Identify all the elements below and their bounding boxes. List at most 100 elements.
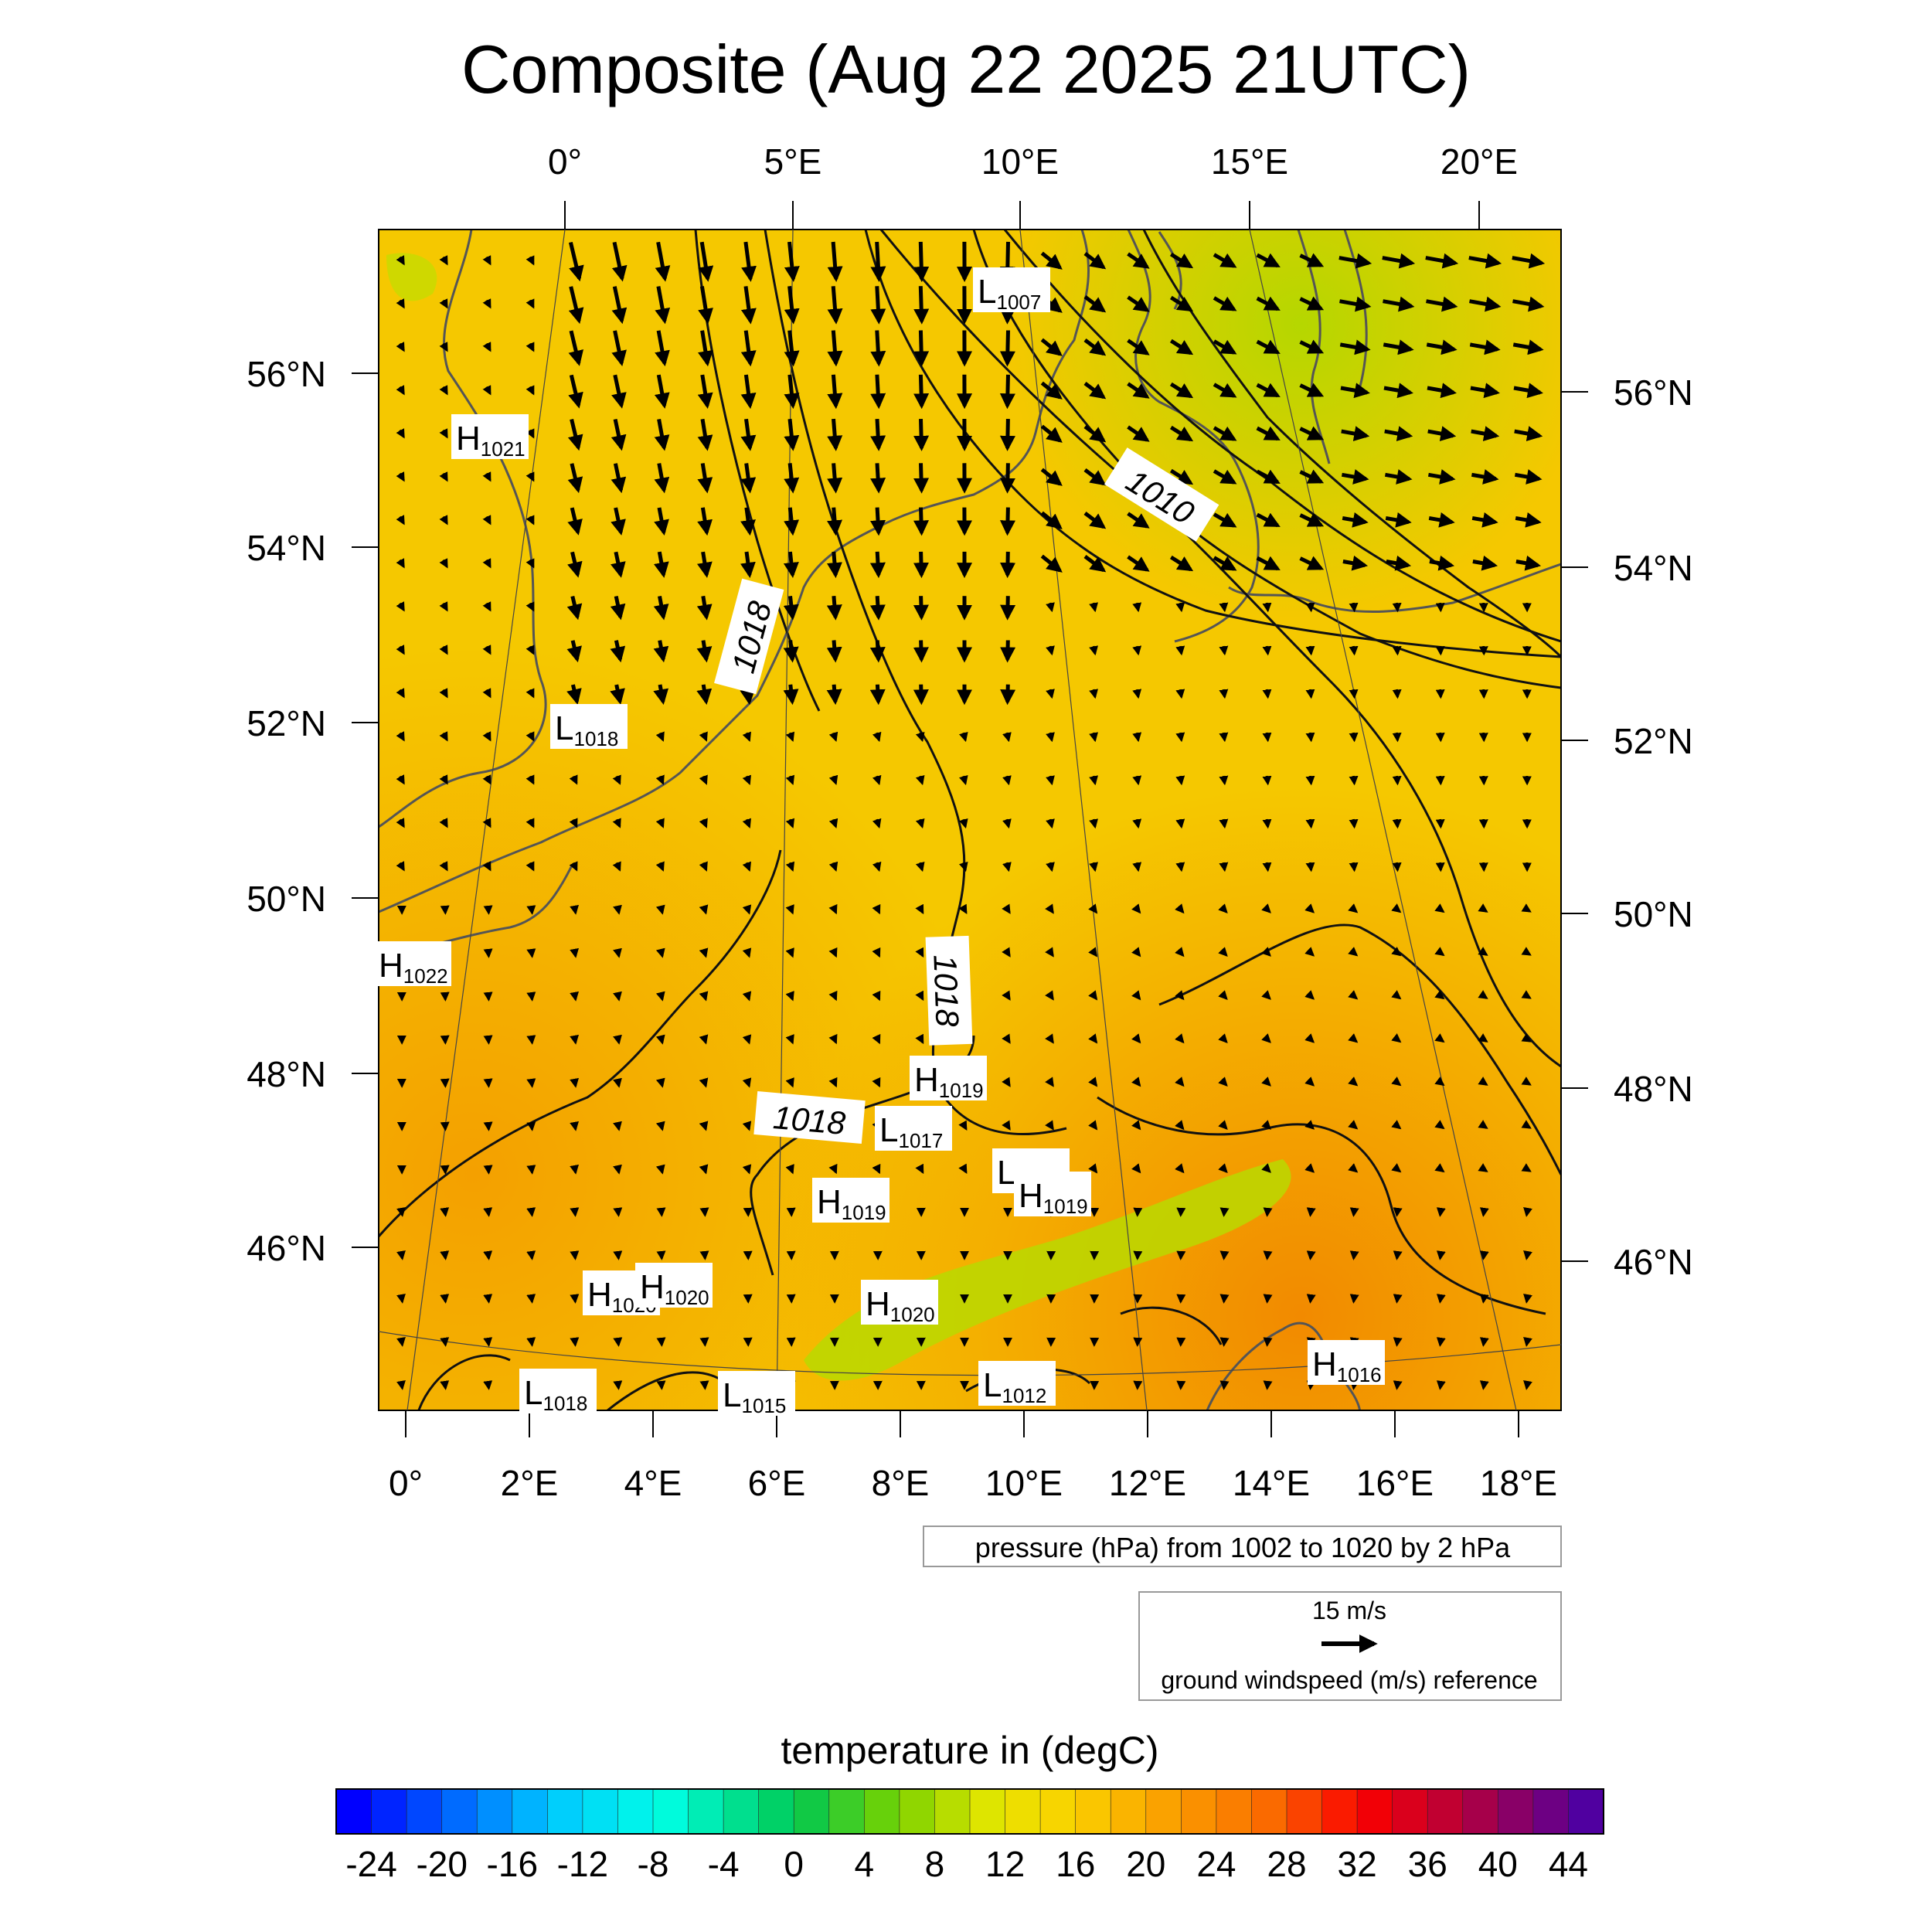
- wind-arrow: [1218, 1120, 1228, 1131]
- wind-arrow: [915, 990, 924, 1002]
- wind-arrow: [482, 645, 492, 655]
- wind-arrow: [699, 731, 708, 742]
- wind-arrow: [570, 1294, 580, 1304]
- wind-arrow: [696, 640, 713, 663]
- wind-arrow: [611, 241, 628, 282]
- wind-arrow: [913, 330, 930, 367]
- wind-arrow: [1349, 1250, 1359, 1260]
- wind-arrow: [568, 286, 584, 325]
- wind-arrow: [870, 330, 886, 367]
- wind-arrow: [613, 1207, 623, 1217]
- colorbar-swatch: [1427, 1788, 1464, 1835]
- wind-arrow: [958, 731, 968, 743]
- wind-arrow: [1512, 296, 1545, 312]
- wind-arrow: [655, 731, 665, 742]
- wind-arrow: [742, 1077, 752, 1088]
- wind-arrow: [699, 1164, 709, 1175]
- wind-arrow: [566, 640, 582, 663]
- colorbar-swatch: [1356, 1788, 1393, 1835]
- wind-arrow: [1046, 775, 1055, 786]
- wind-arrow: [1046, 732, 1055, 743]
- wind-arrow: [1169, 338, 1194, 355]
- wind-arrow: [655, 1077, 665, 1088]
- wind-arrow: [1083, 468, 1107, 486]
- wind-arrow: [827, 286, 843, 325]
- wind-arrow: [1521, 1120, 1532, 1129]
- wind-arrow: [655, 286, 671, 325]
- wind-arrow: [613, 1250, 623, 1260]
- wind-arrow: [1040, 251, 1063, 270]
- top-lon-label: 5°E: [764, 141, 822, 182]
- wind-arrow: [1219, 818, 1229, 829]
- wind-arrow: [1304, 903, 1315, 913]
- wind-arrow: [870, 241, 886, 282]
- pressure-center-label: L1015: [718, 1371, 795, 1417]
- wind-arrow: [655, 861, 665, 872]
- wind-arrow: [1127, 425, 1150, 442]
- wind-arrow: [526, 1121, 536, 1131]
- top-lon-labels: 0° 5°E 10°E 15°E 20°E: [548, 141, 1518, 182]
- colorbar-swatch: [1568, 1788, 1604, 1835]
- wind-arrow: [1213, 383, 1237, 398]
- wind-arrow: [1304, 990, 1315, 1000]
- wind-arrow: [1391, 903, 1402, 913]
- wind-arrow: [1083, 295, 1107, 313]
- colorbar-swatch: [723, 1788, 760, 1835]
- wind-arrow: [1521, 903, 1532, 913]
- wind-arrow: [1382, 253, 1416, 269]
- wind-arrow: [482, 385, 492, 396]
- colorbar-swatch: [652, 1788, 689, 1835]
- wind-arrow: [1305, 689, 1315, 699]
- wind-arrow: [610, 595, 626, 621]
- wind-arrow: [612, 818, 621, 828]
- wind-arrow: [826, 684, 842, 706]
- wind-arrow: [999, 330, 1015, 367]
- wind-arrow: [1256, 296, 1281, 311]
- wind-arrow: [1435, 732, 1445, 743]
- wind-arrow: [1384, 426, 1413, 441]
- wind-arrow: [740, 507, 756, 536]
- wind-arrow: [396, 601, 405, 612]
- wind-arrow: [1469, 339, 1501, 355]
- wind-arrow: [1040, 511, 1063, 529]
- left-lat-label: 52°N: [247, 703, 326, 743]
- wind-arrow: [611, 463, 627, 494]
- bottom-lon-label: 8°E: [872, 1463, 930, 1503]
- wind-arrow: [872, 774, 882, 786]
- wind-arrow: [566, 684, 582, 705]
- wind-arrow: [699, 1380, 709, 1390]
- wind-arrow: [1263, 1380, 1273, 1390]
- colorbar-tick-label: 8: [925, 1844, 945, 1884]
- wind-arrow: [827, 374, 843, 410]
- wind-arrow: [784, 241, 800, 282]
- wind-arrow: [1299, 296, 1325, 311]
- wind-arrow: [1089, 732, 1098, 743]
- wind-arrow: [1299, 383, 1325, 397]
- wind-arrow: [526, 1035, 536, 1045]
- wind-arrow: [828, 1033, 838, 1045]
- wind-arrow: [1261, 1033, 1271, 1043]
- wind-arrow: [827, 463, 843, 494]
- wind-arrow: [396, 255, 405, 266]
- colorbar-swatch: [335, 1788, 372, 1835]
- isobar-label: 1018: [927, 954, 965, 1028]
- wind-arrow: [1083, 555, 1107, 573]
- bottom-lon-label: 10°E: [985, 1463, 1063, 1503]
- colorbar-tick-label: -20: [416, 1844, 467, 1884]
- wind-arrow: [439, 471, 448, 482]
- wind-arrow: [740, 374, 757, 410]
- wind-arrow: [439, 861, 448, 872]
- wind-arrow: [1219, 862, 1229, 872]
- wind-arrow: [526, 601, 535, 612]
- wind-arrow: [1089, 645, 1098, 656]
- wind-arrow: [570, 904, 579, 915]
- wind-arrow: [1393, 1250, 1403, 1260]
- wind-arrow: [869, 551, 886, 579]
- wind-arrow: [1045, 1033, 1054, 1044]
- colorbar-tick-label: -8: [638, 1844, 669, 1884]
- wind-arrow: [396, 515, 405, 526]
- wind-arrow: [1470, 383, 1500, 399]
- wind-arrow: [1348, 1033, 1359, 1043]
- wind-arrow: [1127, 382, 1150, 399]
- wind-arrow: [1348, 903, 1359, 913]
